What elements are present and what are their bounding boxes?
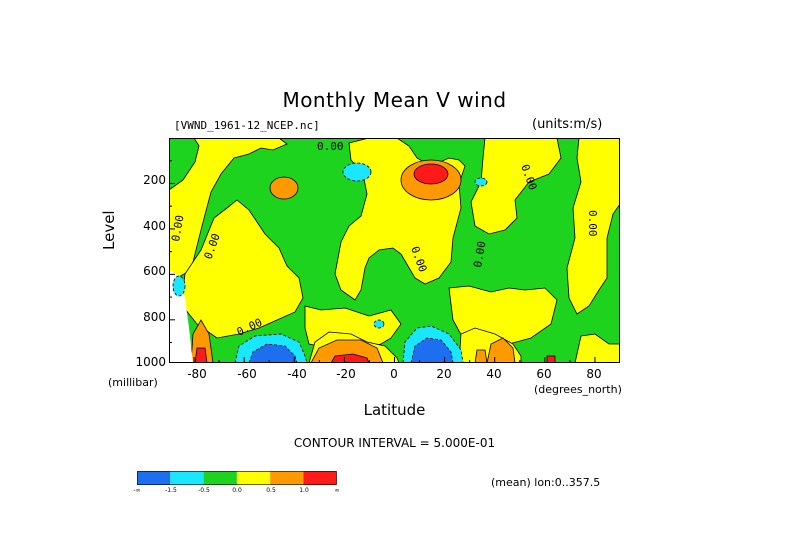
colorbar-swatch: [170, 471, 204, 485]
contour-plot: 0.00 0.00 0.00 0.00 0.00 0.00 0.00 0.00: [169, 138, 620, 363]
colorbar-frame: [137, 471, 337, 485]
fill-red-lower-center: [330, 353, 370, 363]
fill-red-upper-center: [413, 163, 449, 185]
contour-interval-note: CONTOUR INTERVAL = 5.000E-01: [293, 436, 496, 450]
colorbar-swatch: [137, 471, 171, 485]
colorbar-label: -0.5: [198, 487, 210, 494]
y-tick-label: 1000: [135, 355, 166, 369]
colorbar-label: -1.5: [165, 487, 177, 494]
fill-yellow-left-mid: [180, 199, 304, 339]
fill-orange-bottom-left-small: [474, 349, 488, 363]
fill-yellow-far-right: [566, 138, 620, 315]
fill-cyan-small-upper: [474, 177, 488, 187]
contour-label: 0.00: [169, 214, 186, 242]
fill-orange-upper-left: [269, 176, 299, 200]
colorbar-swatch: [270, 471, 304, 485]
y-tick-label: 600: [143, 264, 166, 278]
mean-note: (mean) lon:0..357.5: [491, 476, 601, 489]
fill-cyan-upper-center: [342, 162, 372, 182]
units-label: (units:m/s): [532, 117, 603, 132]
x-tick-label: 80: [586, 367, 602, 381]
colorbar-label: 0.5: [266, 487, 276, 494]
fill-cyan-left: [172, 275, 186, 297]
x-tick-label: -80: [187, 367, 207, 381]
colorbar: [137, 471, 337, 485]
x-tick-label: 20: [436, 367, 452, 381]
fill-orange-lower-right: [486, 337, 516, 363]
colorbar-swatch: [303, 471, 337, 485]
y-axis-unit: (millibar): [108, 376, 158, 389]
y-tick-label: 400: [143, 219, 166, 233]
y-axis-label: Level: [100, 210, 118, 250]
x-tick-label: -20: [336, 367, 356, 381]
colorbar-label: 0.0: [232, 487, 242, 494]
x-tick-label: 60: [536, 367, 552, 381]
fill-blue-lower-left: [248, 343, 298, 363]
chart-title: Monthly Mean V wind: [282, 88, 507, 112]
fill-red-lower-right-small: [546, 355, 556, 363]
x-tick-label: -60: [237, 367, 257, 381]
fill-yellow-upper-left: [169, 138, 288, 279]
colorbar-label: -∞: [133, 487, 141, 494]
contour-label: 0.00: [586, 210, 599, 237]
colorbar-label: ∞: [334, 487, 340, 494]
colorbar-swatch: [236, 471, 271, 485]
fill-blue-lower-center: [410, 337, 454, 363]
x-axis-label: Latitude: [363, 401, 426, 419]
contour-label: 0.00: [317, 140, 344, 153]
y-tick-label: 200: [143, 173, 166, 187]
fill-cyan-small-mid: [373, 319, 385, 329]
file-label: [VWND_1961-12_NCEP.nc]: [174, 119, 320, 132]
colorbar-label: 1.0: [299, 487, 309, 494]
colorbar-swatch: [203, 471, 237, 485]
x-tick-label: 0: [390, 367, 398, 381]
y-tick-label: 800: [143, 310, 166, 324]
x-tick-label: 40: [486, 367, 502, 381]
x-axis-unit: (degrees_north): [534, 383, 622, 396]
fill-yellow-right-bottom: [574, 333, 620, 363]
fill-red-lower-left: [194, 347, 208, 363]
contour-label: 0.00: [471, 240, 488, 268]
x-tick-label: -40: [287, 367, 307, 381]
